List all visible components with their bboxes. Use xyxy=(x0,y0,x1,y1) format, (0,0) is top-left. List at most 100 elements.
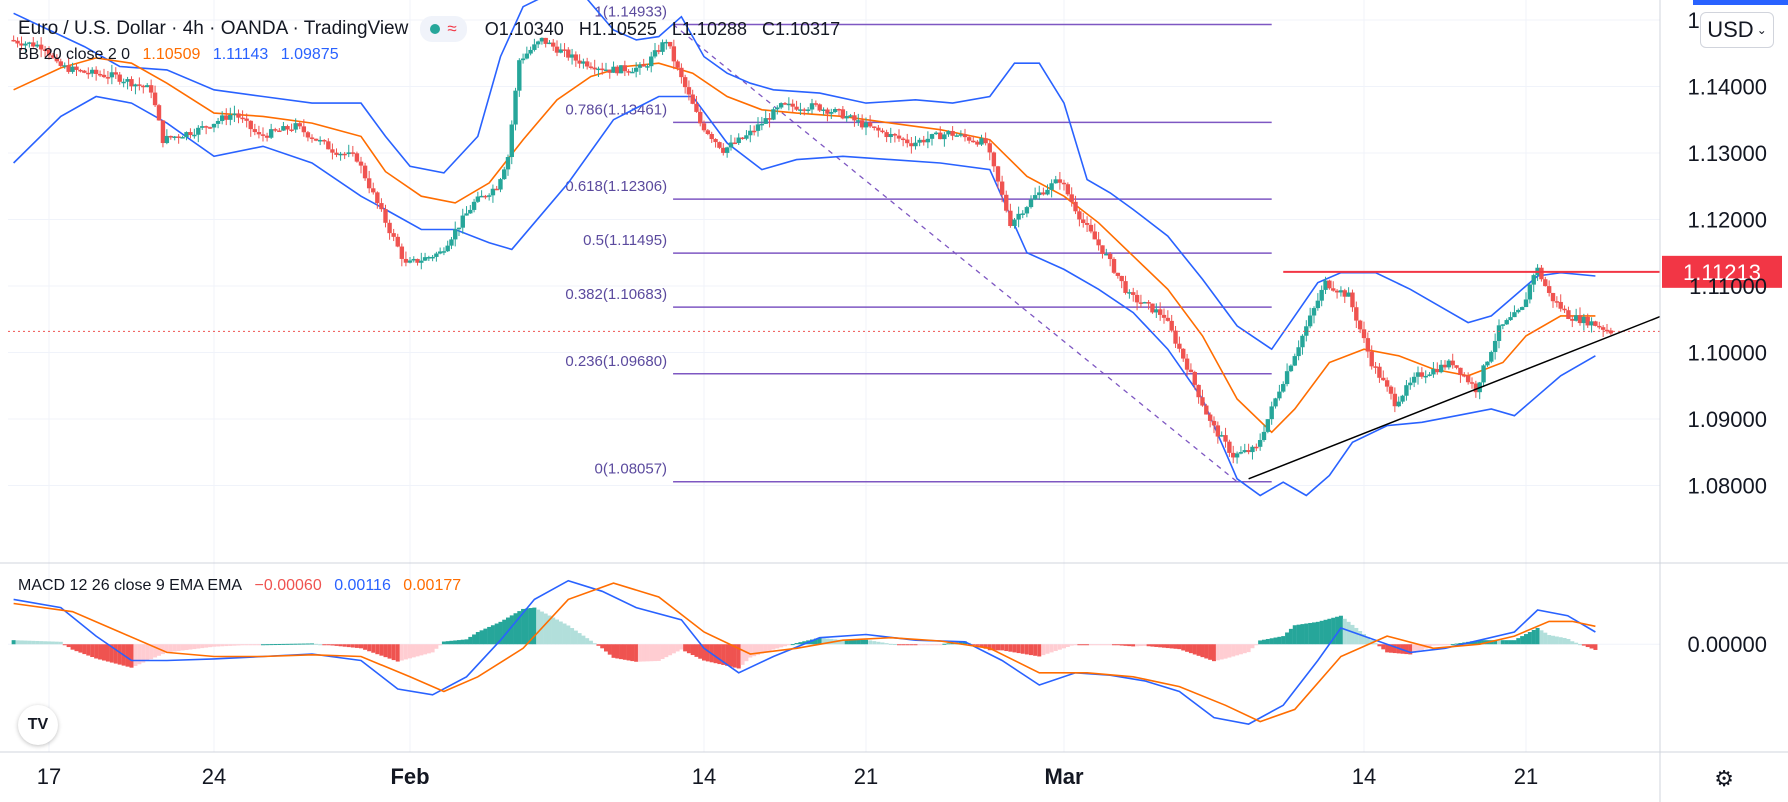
macd-histogram-bar xyxy=(244,644,249,646)
bollinger-bands xyxy=(13,0,1596,497)
macd-histogram-bar xyxy=(619,644,624,660)
candle-body xyxy=(513,90,518,125)
macd-histogram-bar xyxy=(375,644,380,655)
bb-legend[interactable]: BB 20 close 2 0 1.10509 1.11143 1.09875 xyxy=(18,46,347,64)
macd-histogram-bar xyxy=(43,641,48,645)
close-value: 1.10317 xyxy=(775,18,841,39)
candle-body xyxy=(403,258,409,263)
candle-body xyxy=(551,42,556,47)
candle-body xyxy=(809,103,815,110)
candle-body xyxy=(1527,284,1533,300)
macd-histogram-bar xyxy=(408,644,412,659)
macd-histogram-bar xyxy=(1065,644,1070,647)
macd-histogram-bar xyxy=(1323,619,1328,645)
candle-body xyxy=(856,120,861,122)
candle-body xyxy=(1223,435,1228,442)
candle-body xyxy=(11,39,16,42)
candle-body xyxy=(1423,375,1428,378)
candle-body xyxy=(1516,309,1521,313)
candle-body xyxy=(863,122,869,128)
ohlc-readout: O1.10340 H1.10525 L1.10288 C1.10317 xyxy=(485,19,850,40)
macd-histogram-bar xyxy=(1181,644,1186,651)
candle-body xyxy=(905,139,910,144)
macd-histogram-bar xyxy=(1300,624,1305,645)
macd-histogram-bar xyxy=(725,644,730,666)
macd-histogram-bar xyxy=(524,608,529,645)
candle-body xyxy=(1519,307,1525,310)
macd-histogram-bar xyxy=(1104,644,1109,646)
macd-histogram-bar xyxy=(371,644,376,653)
macd-histogram-bar xyxy=(958,641,963,645)
candle-body xyxy=(573,54,579,61)
candle-body xyxy=(289,129,294,132)
fib-level-label: 0.786(1.13461) xyxy=(565,101,667,118)
candle-body xyxy=(1053,179,1058,184)
macd-histogram-bar xyxy=(490,625,495,645)
candle-body xyxy=(129,79,134,87)
candle-body xyxy=(317,139,323,142)
tradingview-logo-icon[interactable]: TV xyxy=(18,705,58,745)
candle-body xyxy=(1173,330,1178,344)
candle-body xyxy=(358,161,364,166)
macd-histogram-bar xyxy=(1346,621,1351,645)
macd-legend[interactable]: MACD 12 26 close 9 EMA EMA −0.00060 0.00… xyxy=(18,577,469,595)
gear-icon[interactable]: ⚙ xyxy=(1714,766,1734,791)
macd-histogram-bar xyxy=(813,638,818,645)
candle-body xyxy=(581,61,586,64)
candle-body xyxy=(1142,302,1147,304)
candle-body xyxy=(694,103,699,112)
candle-body xyxy=(852,115,857,121)
macd-histogram-bar xyxy=(269,644,274,646)
macd-histogram-bar xyxy=(1173,644,1178,649)
macd-histogram-bar xyxy=(338,644,343,647)
candle-body xyxy=(1331,288,1336,291)
macd-histogram-bar xyxy=(354,644,359,648)
candle-body xyxy=(141,85,146,88)
candle-body xyxy=(391,233,396,237)
macd-histogram-bar xyxy=(1593,644,1598,650)
macd-histogram-bar xyxy=(656,644,661,661)
candle-body xyxy=(1250,446,1255,453)
macd-histogram-bar xyxy=(713,644,718,664)
macd-histogram-bar xyxy=(289,643,294,645)
currency-button[interactable]: USD ⌄ xyxy=(1700,12,1774,48)
macd-histogram-bar xyxy=(297,643,302,645)
candle-body xyxy=(771,109,776,120)
macd-legend-label: MACD 12 26 close 9 EMA EMA xyxy=(18,577,243,594)
status-badge[interactable]: ≈ xyxy=(420,16,467,42)
macd-histogram-bar xyxy=(532,607,537,645)
macd-histogram-bar xyxy=(1227,644,1232,658)
macd-histogram-bar xyxy=(475,632,480,645)
macd-histogram-bar xyxy=(1000,644,1005,651)
macd-histogram-bar xyxy=(600,644,605,649)
candle-body xyxy=(724,147,730,153)
candle-body xyxy=(1100,245,1105,254)
candle-body xyxy=(942,134,947,140)
candle-body xyxy=(1261,431,1267,441)
macd-histogram-bar xyxy=(1381,644,1386,650)
candle-body xyxy=(456,227,462,230)
candle-body xyxy=(603,69,609,72)
candle-body xyxy=(524,53,530,59)
high-value: 1.10525 xyxy=(591,18,657,39)
macd-histogram-bar xyxy=(1215,644,1220,661)
macd-histogram-bar xyxy=(690,644,695,656)
candle-body xyxy=(759,123,765,126)
macd-histogram-bar xyxy=(1416,644,1420,652)
candle-body xyxy=(196,127,201,135)
macd-histogram-bar xyxy=(1539,630,1544,645)
macd-histogram-bar xyxy=(1585,644,1590,648)
candle-body xyxy=(215,120,221,124)
candle-body xyxy=(1134,294,1140,303)
macd-histogram-bar xyxy=(660,644,665,660)
macd-histogram-bar xyxy=(840,640,845,645)
candle-body xyxy=(1435,368,1440,373)
macd-histogram-bar xyxy=(141,644,146,663)
candle-body xyxy=(445,245,450,252)
candle-body xyxy=(892,133,898,136)
candle-body xyxy=(1123,281,1128,293)
candle-body xyxy=(411,258,416,261)
candle-body xyxy=(690,94,695,104)
macd-histogram-bar xyxy=(1250,644,1255,649)
